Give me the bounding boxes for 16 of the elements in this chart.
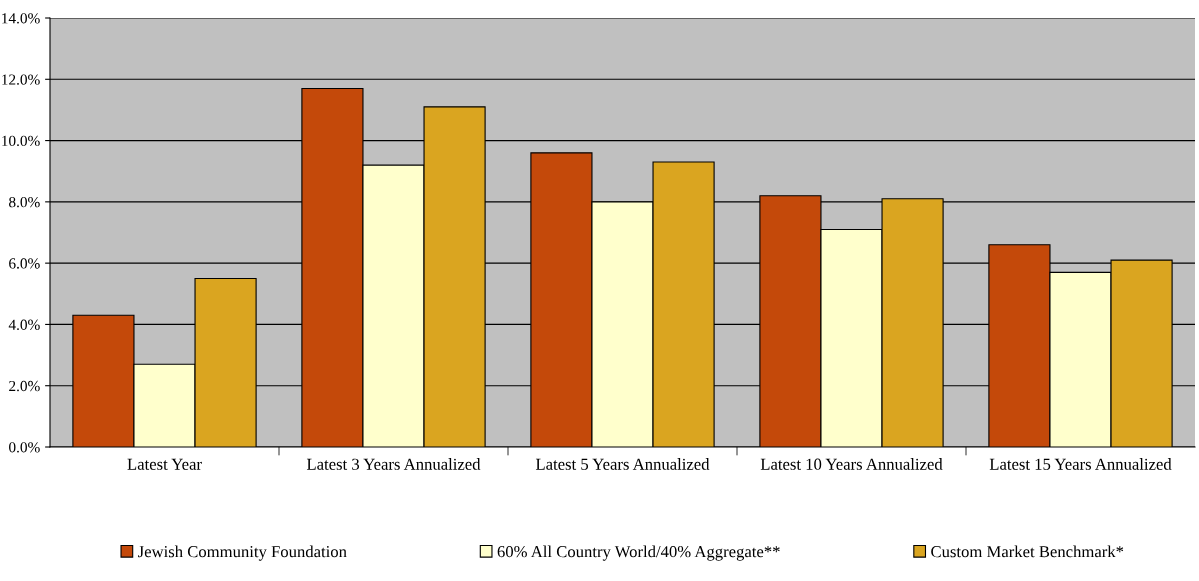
x-tick-label: Latest 5 Years Annualized <box>535 458 710 470</box>
legend-label: 60% All Country World/40% Aggregate** <box>497 545 780 561</box>
legend-label: Jewish Community Foundation <box>138 545 347 561</box>
y-tick-label: 10.0% <box>2 135 40 147</box>
y-tick-label: 0.0% <box>9 442 40 453</box>
x-tick-label: Latest 3 Years Annualized <box>306 458 481 470</box>
x-tick-label: Latest 10 Years Annualized <box>760 458 943 470</box>
y-tick-label: 4.0% <box>8 319 40 330</box>
x-tick-label: Latest Year <box>127 458 202 470</box>
legend-label: Custom Market Benchmark* <box>931 545 1124 558</box>
y-tick-label: 14.0% <box>2 13 40 24</box>
y-tick-label: 2.0% <box>9 380 40 392</box>
y-tick-label: 6.0% <box>9 258 40 269</box>
y-tick-label: 12.0% <box>2 74 40 85</box>
y-tick-label: 8.0% <box>9 197 40 208</box>
x-tick-label: Latest 15 Years Annualized <box>989 458 1172 470</box>
